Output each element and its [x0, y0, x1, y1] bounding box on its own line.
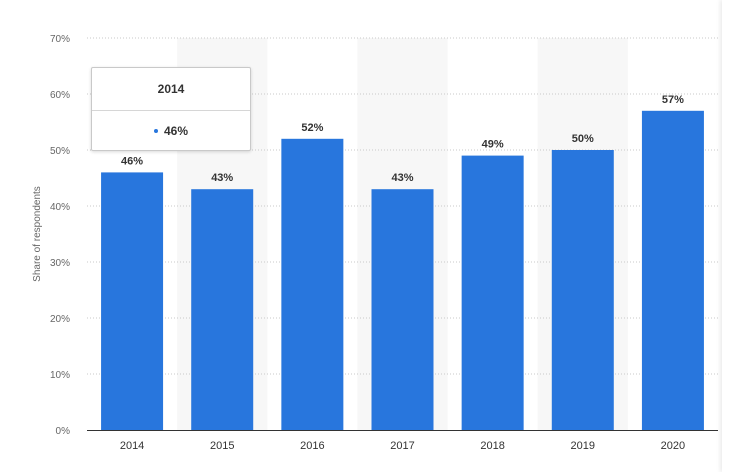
x-axis-ticks: 2014 2015 2016 2017 2018 2019 2020: [120, 440, 685, 452]
y-tick-label: 60%: [50, 90, 70, 101]
bars: [101, 110, 704, 431]
y-tick-label: 70%: [50, 34, 70, 45]
x-tick-label: 2020: [661, 440, 685, 452]
y-axis-ticks: 0% 10% 20% 30% 40% 50% 60% 70%: [50, 34, 70, 437]
bar[interactable]: [191, 189, 254, 430]
data-label: 50%: [572, 133, 594, 145]
bar[interactable]: [281, 138, 344, 431]
data-label: 49%: [482, 139, 504, 151]
data-label: 46%: [121, 155, 143, 167]
y-tick-label: 50%: [50, 146, 70, 157]
x-tick-label: 2017: [390, 440, 414, 452]
bar[interactable]: [371, 189, 434, 430]
y-tick-label: 0%: [56, 426, 71, 437]
tooltip-title: 2014: [92, 68, 250, 111]
data-label: 52%: [301, 122, 323, 134]
data-label: 57%: [662, 94, 684, 106]
x-tick-label: 2018: [480, 440, 504, 452]
data-label: 43%: [211, 172, 233, 184]
bar[interactable]: [461, 155, 524, 430]
tooltip-value: 46%: [163, 124, 189, 138]
x-tick-label: 2016: [300, 440, 324, 452]
bar[interactable]: [101, 172, 164, 430]
y-tick-label: 40%: [50, 202, 70, 213]
scrollbar-edge: [722, 0, 738, 472]
x-tick-label: 2019: [571, 440, 595, 452]
x-tick-label: 2014: [120, 440, 144, 452]
bar[interactable]: [641, 110, 704, 431]
y-tick-label: 10%: [50, 370, 70, 381]
y-tick-label: 30%: [50, 258, 70, 269]
data-label: 43%: [391, 172, 413, 184]
tooltip-series-dot: [153, 129, 158, 133]
data-labels: 46% 43% 52% 43% 49% 50% 57%: [121, 94, 684, 184]
tooltip-body: 46%: [92, 111, 250, 151]
tooltip: 2014 46%: [91, 67, 251, 151]
y-tick-label: 20%: [50, 314, 70, 325]
x-tick-label: 2015: [210, 440, 234, 452]
y-axis-title: Share of respondents: [32, 186, 43, 282]
bar[interactable]: [551, 150, 614, 430]
